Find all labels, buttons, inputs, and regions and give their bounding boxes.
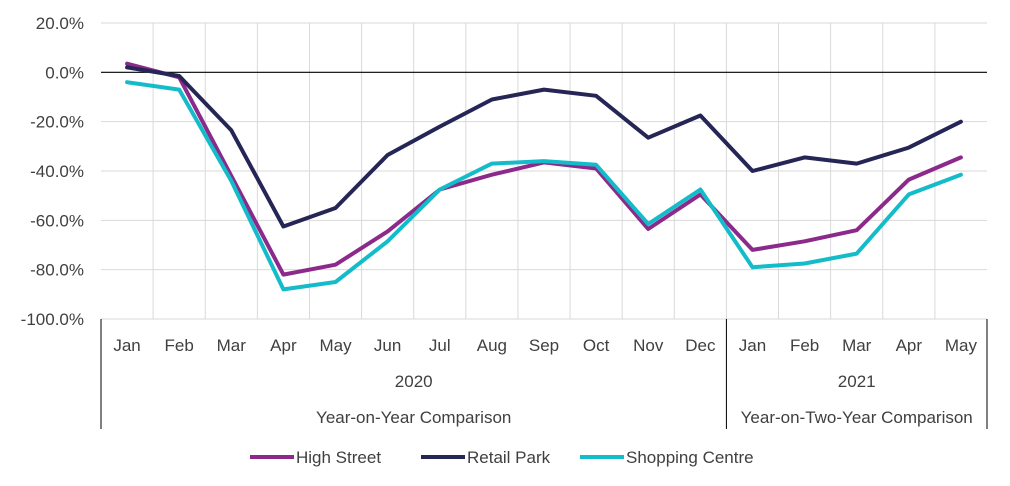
x-tick-label: Apr [270, 336, 297, 355]
x-tick-label: Jan [113, 336, 140, 355]
x-tick-label: Mar [842, 336, 872, 355]
series-line-retail-park [125, 65, 963, 229]
legend-label: Shopping Centre [626, 448, 754, 467]
y-tick-label: 20.0% [36, 14, 84, 33]
x-tick-label: May [945, 336, 978, 355]
y-tick-label: -100.0% [21, 310, 84, 329]
x-tick-label: Dec [685, 336, 716, 355]
y-tick-label: -60.0% [30, 211, 84, 230]
x-tick-label: Jan [739, 336, 766, 355]
comparison-label: Year-on-Two-Year Comparison [741, 408, 973, 427]
x-axis-tick-labels: Jan Feb Mar Apr May Jun Jul Aug Sep Oct Nov Dec Jan F… [113, 336, 977, 355]
y-tick-label: -80.0% [30, 261, 84, 280]
x-tick-label: Nov [633, 336, 664, 355]
series-line-shopping-centre [125, 80, 963, 292]
x-tick-label: Feb [165, 336, 194, 355]
x-tick-label: Sep [529, 336, 559, 355]
y-tick-label: -20.0% [30, 113, 84, 132]
gridlines [101, 22, 987, 320]
legend-label: Retail Park [467, 448, 551, 467]
year-label: 2021 [838, 372, 876, 391]
year-group-labels: 2020 Year-on-Year Comparison 2021 Year-on-T… [316, 372, 973, 427]
series-lines [125, 61, 963, 292]
x-tick-label: Mar [217, 336, 247, 355]
x-tick-label: Aug [477, 336, 507, 355]
year-label: 2020 [395, 372, 433, 391]
y-tick-label: -40.0% [30, 162, 84, 181]
x-tick-label: Jun [374, 336, 401, 355]
legend: High Street Retail Park Shopping Centre [250, 448, 754, 467]
x-tick-label: Oct [583, 336, 610, 355]
comparison-label: Year-on-Year Comparison [316, 408, 511, 427]
legend-label: High Street [296, 448, 381, 467]
y-axis-tick-labels: 20.0% 0.0% -20.0% -40.0% -60.0% -80.0% -100.0% [21, 14, 84, 329]
x-tick-label: Apr [896, 336, 923, 355]
x-tick-label: Jul [429, 336, 451, 355]
x-tick-label: May [319, 336, 352, 355]
axes [100, 71, 988, 429]
y-tick-label: 0.0% [45, 63, 84, 82]
x-tick-label: Feb [790, 336, 819, 355]
